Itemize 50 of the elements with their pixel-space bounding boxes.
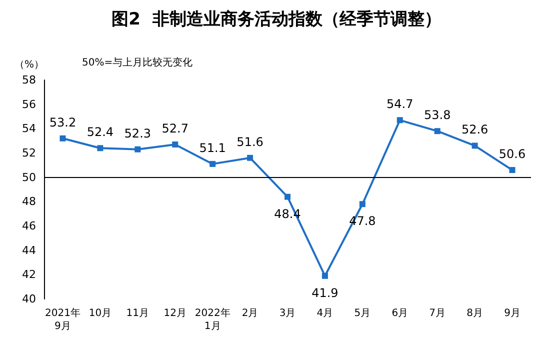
x-tick-label: 9月 [504,308,520,319]
y-tick-label: 40 [22,292,36,306]
data-label: 41.9 [312,286,338,300]
y-tick-label: 58 [22,74,36,86]
point [134,146,141,152]
point [509,167,516,174]
y-tick-label: 42 [22,268,36,282]
x-tick-label: 7月 [429,308,446,319]
point [97,145,104,152]
x-tick-label: 2022年 1月 [194,307,230,332]
x-tick-label: 6月 [392,308,408,319]
chart-title: 图2 非制造业商务活动指数（经季节调整） [112,10,442,30]
y-tick-label: 52 [22,146,36,160]
x-tick-label: 5月 [354,308,371,319]
x-tick-label: 8月 [466,308,483,319]
data-label: 52.3 [124,126,152,140]
x-tick-label: 2月 [242,308,258,319]
x-tick-label: 4月 [316,308,334,319]
data-label: 53.2 [49,115,76,130]
x-tick-label: 2021年 9月 [45,307,80,332]
text: 50%=与上月比较无变化 [82,56,193,68]
point [247,154,254,161]
data-label: 50.6 [498,147,526,162]
point [472,142,478,149]
y-axis-title: （%） [14,60,44,70]
data-label: 52.7 [162,121,188,136]
data-label: 52.6 [461,122,488,137]
point [396,117,403,124]
data-label: 51.1 [199,140,226,155]
point [172,141,178,148]
y-tick-label: 48 [22,195,36,208]
point [434,128,440,134]
x-tick-label: 11月 [126,308,150,319]
point [322,272,328,279]
y-tick-label: 54 [22,122,36,136]
point [60,135,66,142]
x-tick-label: 3月 [279,308,296,319]
data-label: 53.8 [424,108,451,122]
y-tick-label: 44 [22,244,36,257]
y-tick-label: 56 [22,98,36,111]
point [359,201,366,208]
data-label: 52.4 [86,125,114,140]
x-tick-label: 10月 [88,308,112,319]
point [210,160,216,167]
y-tick-label: 46 [22,220,36,232]
y-tick-label: 50 [22,170,36,184]
x-tick-label: 12月 [164,308,186,319]
data-label: 51.6 [236,134,264,149]
data-label: 54.7 [386,97,414,112]
point [284,194,290,200]
